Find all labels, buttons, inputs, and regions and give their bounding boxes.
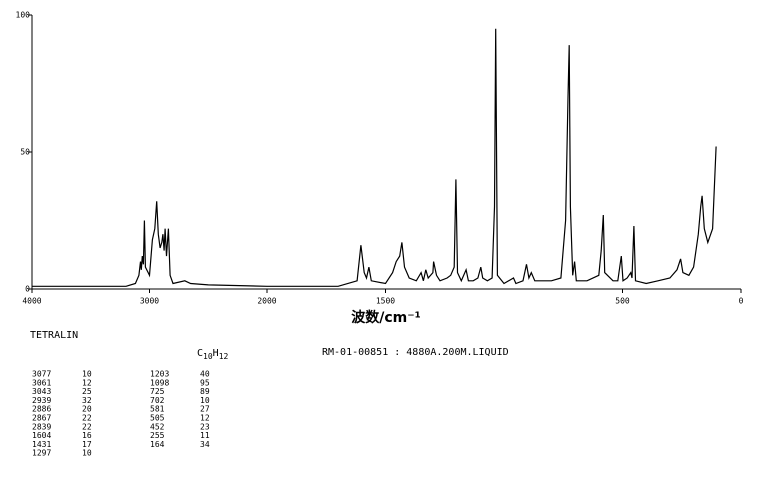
peak-wavenumber: 505 — [150, 414, 165, 423]
peak-intensity: 95 — [200, 378, 210, 387]
x-tick-label: 4000 — [22, 297, 41, 306]
peak-intensity: 34 — [200, 440, 210, 449]
x-tick-label: 0 — [739, 297, 744, 306]
peak-intensity: 89 — [200, 387, 210, 396]
spectrum-line — [32, 28, 717, 287]
peak-intensity: 16 — [82, 431, 92, 440]
peak-intensity: 32 — [82, 396, 92, 405]
peak-wavenumber: 2839 — [32, 422, 51, 431]
peak-intensity: 11 — [200, 431, 210, 440]
x-tick-label: 2000 — [257, 297, 276, 306]
x-tick-label: 500 — [615, 297, 630, 306]
y-tick-label: 50 — [20, 148, 30, 157]
sample-code: RM-01-00851 : 4880A.200M.LIQUID — [322, 347, 509, 358]
formula-part: 10 — [203, 352, 213, 361]
peak-wavenumber: 1203 — [150, 370, 169, 379]
peak-intensity: 27 — [200, 405, 210, 414]
peak-wavenumber: 1297 — [32, 449, 51, 458]
sample-name: TETRALIN — [30, 330, 78, 341]
peak-intensity: 12 — [200, 414, 210, 423]
peak-wavenumber: 2939 — [32, 396, 51, 405]
peak-wavenumber: 725 — [150, 387, 165, 396]
peak-wavenumber: 702 — [150, 396, 165, 405]
peak-wavenumber: 452 — [150, 422, 165, 431]
peak-intensity: 23 — [200, 422, 210, 431]
peak-wavenumber: 3077 — [32, 370, 51, 379]
peak-wavenumber: 164 — [150, 440, 165, 449]
peak-intensity: 10 — [200, 396, 210, 405]
peak-intensity: 10 — [82, 449, 92, 458]
x-tick-label: 1500 — [376, 297, 395, 306]
y-tick-label: 0 — [25, 285, 30, 294]
peak-intensity: 20 — [82, 405, 92, 414]
peak-intensity: 40 — [200, 370, 210, 379]
peak-intensity: 12 — [82, 378, 92, 387]
x-tick-label: 3000 — [140, 297, 159, 306]
peak-wavenumber: 3061 — [32, 378, 51, 387]
peak-wavenumber: 1604 — [32, 431, 51, 440]
formula-part: 12 — [219, 352, 229, 361]
peak-intensity: 17 — [82, 440, 92, 449]
peak-wavenumber: 3043 — [32, 387, 51, 396]
y-tick-label: 100 — [16, 11, 31, 20]
peak-intensity: 22 — [82, 414, 92, 423]
peak-wavenumber: 1098 — [150, 378, 169, 387]
peak-wavenumber: 255 — [150, 431, 165, 440]
formula-part: H — [213, 348, 219, 359]
peak-intensity: 10 — [82, 370, 92, 379]
peak-wavenumber: 1431 — [32, 440, 51, 449]
formula-part: C — [197, 348, 203, 359]
peak-wavenumber: 2867 — [32, 414, 51, 423]
peak-wavenumber: 581 — [150, 405, 165, 414]
x-axis-label: 波数/cm⁻¹ — [351, 309, 421, 326]
peak-wavenumber: 2886 — [32, 405, 51, 414]
peak-intensity: 25 — [82, 387, 92, 396]
formula: C10H12 — [197, 348, 229, 361]
peak-intensity: 22 — [82, 422, 92, 431]
